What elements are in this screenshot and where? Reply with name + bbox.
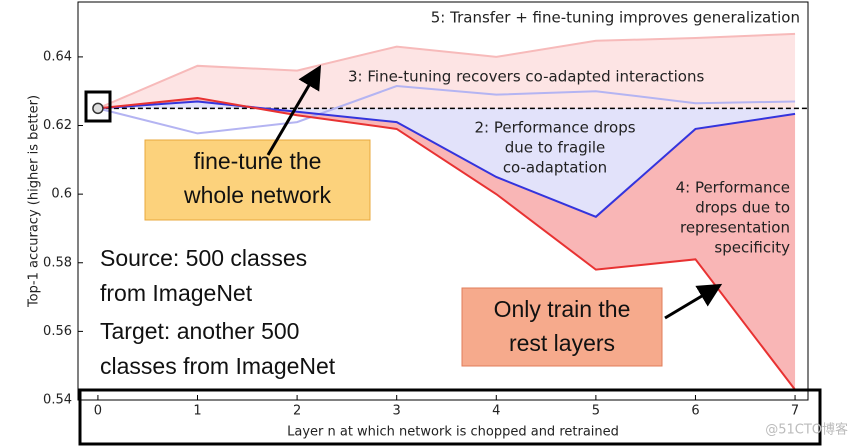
fill-area <box>97 101 796 217</box>
y-tick-label: 0.62 <box>43 118 72 133</box>
watermark: @51CTO博客 <box>765 422 848 438</box>
series-line <box>97 100 796 218</box>
highlight-box <box>78 388 822 446</box>
x-tick-label: 0 <box>94 404 102 419</box>
callout-text: rest layers <box>509 330 615 356</box>
y-tick-label: 0.64 <box>43 49 72 64</box>
y-tick-label: 0.56 <box>43 324 72 339</box>
y-tick-label: 0.58 <box>43 255 72 270</box>
baseline-point <box>92 102 104 115</box>
y-tick-label: 0.54 <box>43 393 72 408</box>
target-text: Target: another 500 <box>100 318 299 344</box>
annotation: drops due to <box>695 199 790 217</box>
source-text: Source: 500 classes <box>100 245 307 271</box>
callout-text: whole network <box>183 182 332 208</box>
annotation: due to fragile <box>505 139 606 157</box>
annotation: 3: Fine-tuning recovers co-adapted inter… <box>348 68 704 86</box>
fill-area <box>97 98 796 390</box>
x-tick-label: 1 <box>193 404 201 419</box>
series-line <box>97 85 796 135</box>
annotation: co-adaptation <box>503 159 607 177</box>
series-line <box>97 32 796 110</box>
x-tick-label: 4 <box>492 404 500 419</box>
callout-box <box>144 139 371 221</box>
callout-text: Only train the <box>494 296 631 322</box>
x-tick-label: 5 <box>592 404 600 419</box>
annotation: representation <box>680 219 790 237</box>
annotation: 2: Performance drops <box>474 119 635 137</box>
x-tick-label: 2 <box>293 404 301 419</box>
x-axis-label: Layer n at which network is chopped and … <box>287 425 619 440</box>
y-axis-label: Top-1 accuracy (higher is better) <box>27 95 42 308</box>
series-line <box>97 97 796 391</box>
x-tick-label: 7 <box>791 404 799 419</box>
callout-arrow <box>664 283 723 320</box>
target-text: classes from ImageNet <box>100 353 336 379</box>
fill-area <box>97 33 796 109</box>
x-tick-label: 6 <box>691 404 699 419</box>
x-tick-label: 3 <box>393 404 401 419</box>
source-text: from ImageNet <box>100 280 253 306</box>
y-tick-label: 0.6 <box>51 187 72 202</box>
annotation: 5: Transfer + fine-tuning improves gener… <box>431 9 800 27</box>
annotation: 4: Performance <box>676 179 790 197</box>
callout-arrow <box>266 64 322 156</box>
callout-text: fine-tune the <box>194 148 322 174</box>
callout-box <box>461 287 663 367</box>
annotation: specificity <box>714 239 790 257</box>
highlight-box <box>84 90 112 123</box>
plot-frame <box>77 1 809 401</box>
